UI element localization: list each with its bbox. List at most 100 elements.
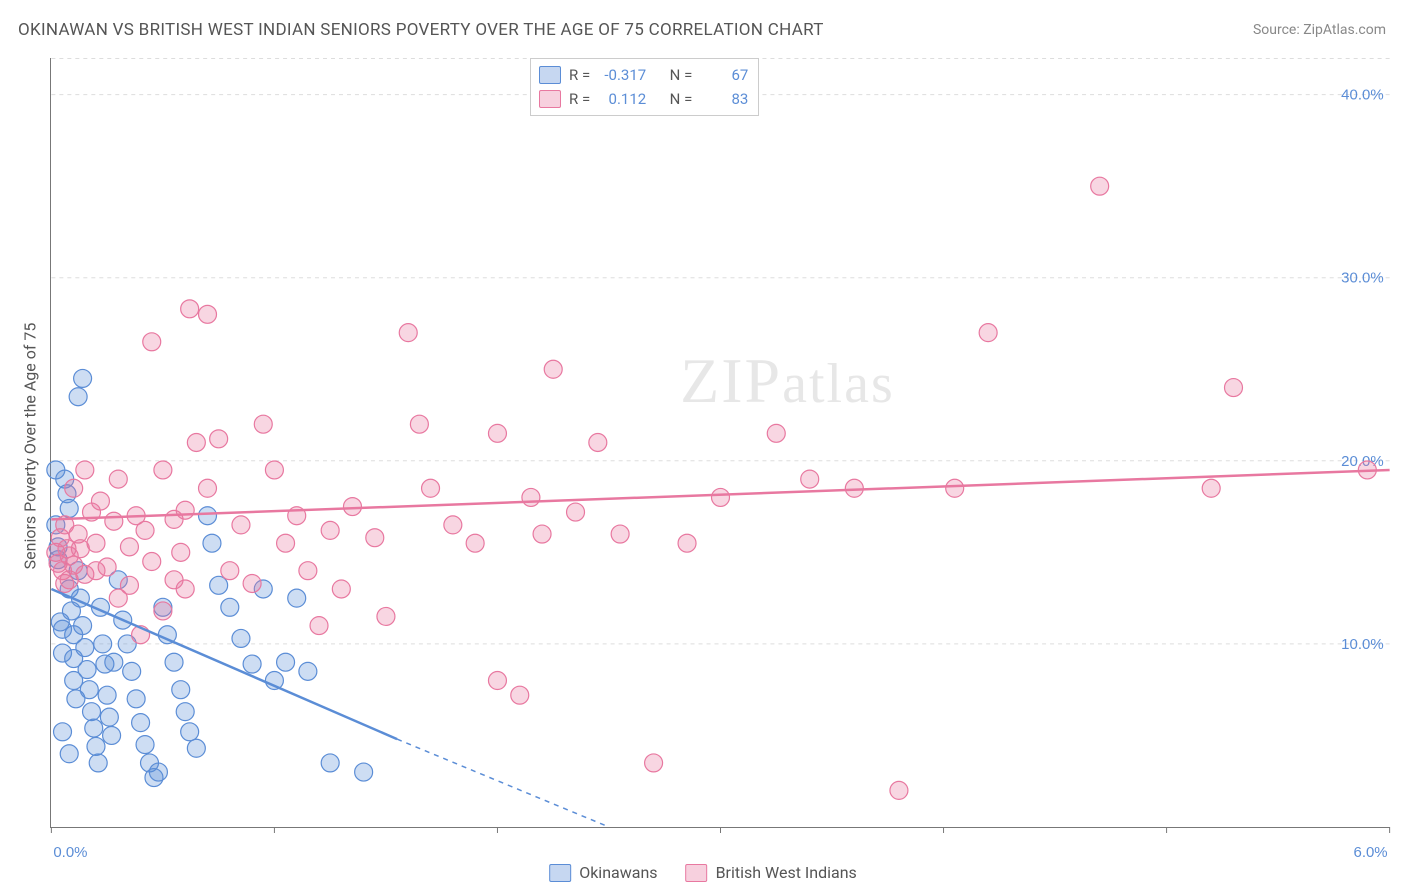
chart-title: OKINAWAN VS BRITISH WEST INDIAN SENIORS … xyxy=(18,20,824,40)
data-point xyxy=(678,534,696,552)
data-point xyxy=(172,543,190,561)
data-point xyxy=(254,415,272,433)
data-point xyxy=(87,737,105,755)
x-tick-label: 6.0% xyxy=(1354,844,1388,861)
r-label: R = xyxy=(569,87,590,111)
data-point xyxy=(946,479,964,497)
data-point xyxy=(143,333,161,351)
data-point xyxy=(299,562,317,580)
n-value-bwi: 83 xyxy=(700,87,748,111)
data-point xyxy=(154,602,172,620)
data-point xyxy=(589,434,607,452)
data-point xyxy=(181,300,199,318)
data-point xyxy=(143,553,161,571)
data-point xyxy=(83,703,101,721)
data-point xyxy=(85,719,103,737)
data-point xyxy=(187,434,205,452)
data-point xyxy=(310,617,328,635)
data-point xyxy=(203,534,221,552)
y-tick-label: 30.0% xyxy=(1341,270,1383,287)
data-point xyxy=(343,498,361,516)
data-point xyxy=(288,589,306,607)
data-point xyxy=(712,488,730,506)
plot-svg: 10.0%20.0%30.0%40.0%0.0%6.0% xyxy=(51,58,1390,827)
data-point xyxy=(277,653,295,671)
data-point xyxy=(332,580,350,598)
data-point xyxy=(544,360,562,378)
data-point xyxy=(801,470,819,488)
data-point xyxy=(109,470,127,488)
data-point xyxy=(422,479,440,497)
stats-legend-box: R = -0.317 N = 67 R = 0.112 N = 83 xyxy=(530,58,759,116)
n-value-okinawans: 67 xyxy=(700,63,748,87)
data-point xyxy=(165,653,183,671)
data-point xyxy=(321,754,339,772)
source-link[interactable]: ZipAtlas.com xyxy=(1303,22,1386,38)
source-label: Source: xyxy=(1253,22,1303,38)
data-point xyxy=(567,503,585,521)
data-point xyxy=(210,430,228,448)
data-point xyxy=(76,461,94,479)
data-point xyxy=(890,781,908,799)
data-point xyxy=(199,305,217,323)
data-point xyxy=(210,576,228,594)
n-label: N = xyxy=(670,87,693,111)
data-point xyxy=(136,736,154,754)
data-point xyxy=(105,653,123,671)
data-point xyxy=(232,516,250,534)
data-point xyxy=(54,723,72,741)
data-point xyxy=(488,672,506,690)
swatch-blue-icon xyxy=(539,66,561,84)
data-point xyxy=(69,388,87,406)
correlation-chart: OKINAWAN VS BRITISH WEST INDIAN SENIORS … xyxy=(0,0,1406,892)
data-point xyxy=(399,324,417,342)
data-point xyxy=(65,479,83,497)
data-point xyxy=(94,635,112,653)
data-point xyxy=(767,424,785,442)
r-value-bwi: 0.112 xyxy=(598,87,646,111)
data-point xyxy=(71,540,89,558)
swatch-pink-icon xyxy=(539,90,561,108)
stats-row-bwi: R = 0.112 N = 83 xyxy=(539,87,748,111)
data-point xyxy=(120,538,138,556)
data-point xyxy=(221,562,239,580)
data-point xyxy=(221,598,239,616)
data-point xyxy=(243,574,261,592)
data-point xyxy=(1225,379,1243,397)
data-point xyxy=(89,754,107,772)
data-point xyxy=(105,512,123,530)
y-axis-title: Seniors Poverty Over the Age of 75 xyxy=(21,323,40,570)
stats-row-okinawans: R = -0.317 N = 67 xyxy=(539,63,748,87)
data-point xyxy=(533,525,551,543)
data-point xyxy=(181,723,199,741)
legend-label-okinawans: Okinawans xyxy=(579,863,657,882)
data-point xyxy=(60,745,78,763)
data-point xyxy=(176,703,194,721)
data-point xyxy=(232,629,250,647)
r-label: R = xyxy=(569,63,590,87)
data-point xyxy=(74,369,92,387)
data-point xyxy=(377,607,395,625)
data-point xyxy=(154,461,172,479)
data-point xyxy=(444,516,462,534)
data-point xyxy=(355,763,373,781)
data-point xyxy=(611,525,629,543)
y-tick-label: 40.0% xyxy=(1341,87,1383,104)
data-point xyxy=(522,488,540,506)
data-point xyxy=(98,686,116,704)
data-point xyxy=(76,639,94,657)
data-point xyxy=(176,501,194,519)
r-value-okinawans: -0.317 xyxy=(598,63,646,87)
source-attribution: Source: ZipAtlas.com xyxy=(1253,22,1386,38)
data-point xyxy=(60,571,78,589)
data-point xyxy=(60,499,78,517)
data-point xyxy=(979,324,997,342)
data-point xyxy=(120,576,138,594)
data-point xyxy=(78,661,96,679)
data-point xyxy=(645,754,663,772)
data-point xyxy=(321,521,339,539)
legend-item-bwi: British West Indians xyxy=(686,863,857,882)
data-point xyxy=(127,690,145,708)
data-point xyxy=(165,571,183,589)
data-point xyxy=(366,529,384,547)
